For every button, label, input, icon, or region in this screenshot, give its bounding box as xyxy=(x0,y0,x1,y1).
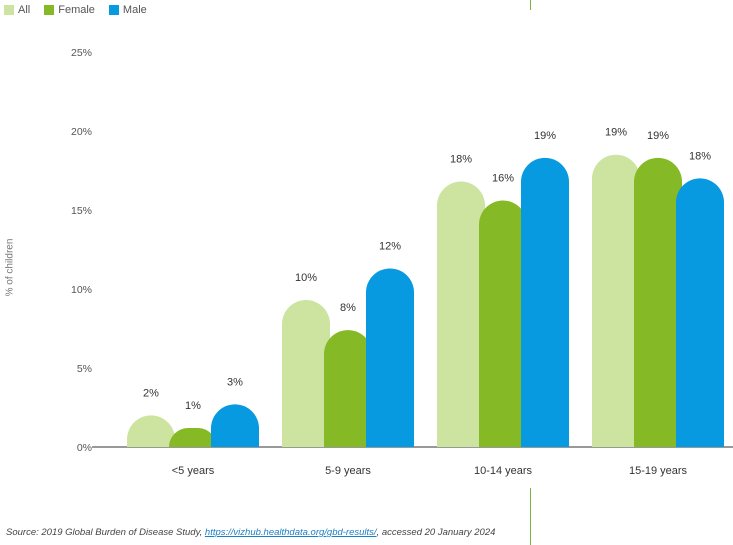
source-note: Source: 2019 Global Burden of Disease St… xyxy=(6,527,495,538)
legend-swatch-male xyxy=(108,5,119,15)
x-tick-label: 10-14 years xyxy=(474,465,533,477)
bar-male xyxy=(521,157,569,448)
bar-all xyxy=(592,154,640,447)
legend-label-male: Male xyxy=(122,4,147,16)
bar-male xyxy=(211,404,259,447)
legend-swatch-female xyxy=(44,5,55,15)
bottom-divider-rule xyxy=(530,488,531,545)
bar-male xyxy=(366,268,414,447)
data-label: 8% xyxy=(340,302,356,314)
bar-female xyxy=(169,428,217,447)
data-label: 18% xyxy=(689,150,711,162)
bar-male xyxy=(676,178,724,447)
y-tick-label: 5% xyxy=(77,363,92,375)
legend-label-all: All xyxy=(18,4,31,16)
data-label: 3% xyxy=(227,376,243,388)
bar-female xyxy=(479,200,527,447)
legend-item-female: Female xyxy=(44,4,95,16)
bar-all xyxy=(282,300,330,447)
legend-item-all: All xyxy=(4,4,30,16)
x-tick-label: 5-9 years xyxy=(325,465,371,477)
legend-label-female: Female xyxy=(58,4,95,16)
x-tick-label: 15-19 years xyxy=(629,465,688,477)
data-label: 12% xyxy=(379,240,401,252)
legend: All Female Male xyxy=(4,4,147,16)
y-tick-label: 25% xyxy=(71,47,92,59)
bar-female xyxy=(634,157,682,448)
data-label: 19% xyxy=(605,127,627,139)
data-label: 10% xyxy=(295,272,317,284)
bar-female xyxy=(324,330,372,447)
source-prefix: Source: 2019 Global Burden of Disease St… xyxy=(6,527,205,538)
y-tick-label: 15% xyxy=(71,205,92,217)
y-tick-label: 10% xyxy=(71,284,92,296)
data-label: 18% xyxy=(450,154,472,166)
legend-item-male: Male xyxy=(108,4,147,16)
x-tick-label: <5 years xyxy=(172,465,215,477)
y-tick-label: 0% xyxy=(77,442,92,454)
top-divider-rule xyxy=(530,0,531,10)
data-label: 19% xyxy=(647,130,669,142)
bar-all xyxy=(127,415,175,447)
data-label: 19% xyxy=(534,130,556,142)
bar-all xyxy=(437,181,485,447)
data-label: 2% xyxy=(143,387,159,399)
legend-swatch-all xyxy=(4,5,14,15)
source-suffix: , accessed 20 January 2024 xyxy=(376,527,496,538)
y-tick-label: 20% xyxy=(71,126,92,138)
data-label: 16% xyxy=(492,173,514,185)
data-label: 1% xyxy=(185,400,201,412)
source-link[interactable]: https://vizhub.healthdata.org/gbd-result… xyxy=(204,527,377,538)
